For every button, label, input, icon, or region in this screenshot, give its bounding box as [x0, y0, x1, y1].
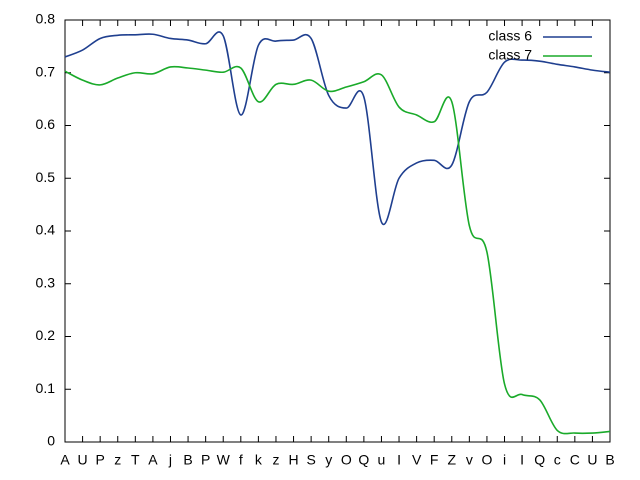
x-tick-label: A — [148, 452, 158, 468]
x-tick-label: V — [412, 452, 422, 468]
x-tick-label: Z — [447, 452, 456, 468]
x-tick-label: O — [481, 452, 492, 468]
x-tick-label: U — [587, 452, 597, 468]
x-tick-label: U — [78, 452, 88, 468]
x-tick-label: v — [466, 452, 473, 468]
x-tick-label: C — [570, 452, 580, 468]
line-series — [64, 65, 611, 435]
y-tick-label: 0.3 — [36, 274, 56, 290]
plot-frame — [64, 19, 611, 443]
x-tick-label: c — [554, 452, 561, 468]
y-tick-label: 0.8 — [36, 11, 56, 27]
y-tick-label: 0.7 — [36, 63, 56, 79]
x-tick-label: z — [272, 452, 279, 468]
x-tick-label: j — [168, 452, 172, 468]
x-tick-label: B — [605, 452, 614, 468]
x-tick-label: Q — [534, 452, 545, 468]
x-tick-label: P — [201, 452, 210, 468]
x-tick-label: F — [430, 452, 439, 468]
y-tick-label: 0.5 — [36, 169, 56, 185]
y-tick-label: 0.2 — [36, 327, 56, 343]
y-tick-label: 0 — [47, 433, 55, 449]
x-tick-label: k — [255, 452, 263, 468]
x-tick-label: I — [520, 452, 524, 468]
y-tick-label: 0.1 — [36, 380, 56, 396]
x-tick-label: T — [131, 452, 140, 468]
x-tick-label: P — [95, 452, 104, 468]
legend-label: class 7 — [488, 47, 532, 63]
y-tick-label: 0.4 — [36, 222, 56, 238]
x-tick-label: f — [239, 452, 243, 468]
x-tick-label: Q — [358, 452, 369, 468]
x-tick-label: I — [397, 452, 401, 468]
x-tick-label: i — [503, 452, 506, 468]
x-tick-label: B — [183, 452, 192, 468]
y-tick-label: 0.6 — [36, 116, 56, 132]
x-tick-label: z — [114, 452, 121, 468]
x-tick-label: y — [325, 452, 332, 468]
x-tick-label: A — [60, 452, 70, 468]
x-tick-label: u — [378, 452, 386, 468]
x-tick-label: H — [288, 452, 298, 468]
x-tick-label: O — [341, 452, 352, 468]
line-series — [64, 31, 611, 226]
legend-label: class 6 — [488, 28, 532, 44]
x-tick-label: S — [306, 452, 315, 468]
x-tick-label: W — [217, 452, 231, 468]
